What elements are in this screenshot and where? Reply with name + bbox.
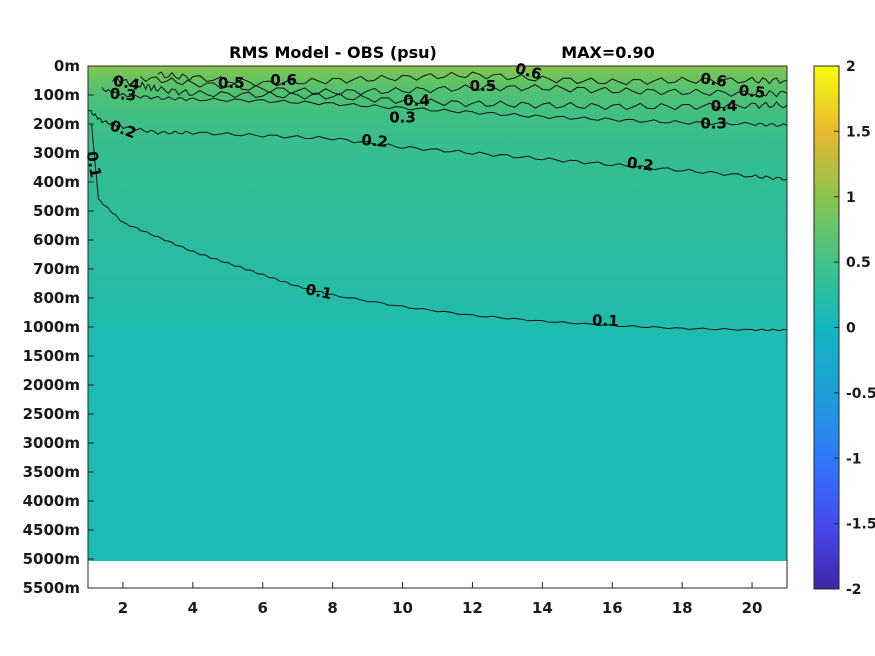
contour-line-0.5	[140, 76, 787, 98]
contour-label: 0.1	[304, 280, 334, 303]
colorbar-tick-label: 0.5	[846, 255, 871, 271]
y-tick-label: 2000m	[23, 376, 80, 394]
colorbar-tick-label: 2	[846, 59, 856, 75]
y-tick-label: 400m	[33, 173, 80, 191]
contour-line-0.4	[112, 76, 787, 111]
contour-line-0.3	[101, 87, 787, 127]
contour-label: 0.1	[83, 150, 105, 179]
y-tick-label: 700m	[33, 260, 80, 278]
contour-label: 0.4	[403, 91, 430, 109]
colorbar-tick-label: 0	[846, 321, 856, 337]
y-tick-label: 3000m	[23, 434, 80, 452]
y-tick-label: 1500m	[23, 347, 80, 365]
colorbar-tick-label: -2	[846, 582, 862, 598]
y-tick-label: 3500m	[23, 463, 80, 481]
x-tick-label: 6	[258, 599, 268, 617]
x-tick-label: 10	[392, 599, 413, 617]
x-tick-label: 20	[742, 599, 763, 617]
contour-lines	[88, 71, 787, 332]
x-tick-label: 12	[462, 599, 483, 617]
colorbar-ticks: 2 1.5 1 0.5 0 -0.5 -1 -1.5 -2	[834, 59, 875, 598]
colorbar-tick-label: -1	[846, 451, 862, 467]
y-tick-label: 800m	[33, 289, 80, 307]
y-tick-label: 4000m	[23, 492, 80, 510]
contour-label: 0.5	[738, 81, 766, 101]
y-tick-label: 5500m	[23, 579, 80, 597]
colorbar-tick-label: -1.5	[846, 517, 875, 533]
contour-label: 0.3	[389, 109, 416, 127]
y-tick-label: 100m	[33, 86, 80, 104]
x-tick-label: 2	[118, 599, 128, 617]
contour-label: 0.4	[112, 72, 141, 94]
x-tick-label: 18	[672, 599, 693, 617]
contour-label: 0.5	[470, 77, 497, 95]
max-value-label: MAX=0.90	[561, 43, 655, 62]
colorbar-tick-label: -0.5	[846, 386, 875, 402]
contour-label: 0.5	[218, 74, 245, 92]
contour-label: 0.4	[711, 97, 738, 115]
contour-label: 0.1	[592, 311, 619, 330]
contour-label: 0.3	[109, 84, 137, 104]
y-tick-label: 300m	[33, 144, 80, 162]
colorbar-tick-label: 1.5	[846, 124, 871, 140]
y-axis: 0m 100m 200m 300m 400m 500m 600m 700m 800m 1000m 1…	[23, 57, 94, 597]
contour-label: 0.3	[700, 115, 727, 133]
salinity-field	[88, 66, 787, 561]
contour-label: 0.6	[270, 71, 297, 89]
contour-label: 0.2	[626, 153, 655, 175]
y-tick-label: 4500m	[23, 521, 80, 539]
chart-title: RMS Model - OBS (psu)	[229, 43, 437, 62]
y-tick-label: 500m	[33, 202, 80, 220]
colorbar-tick-label: 1	[846, 190, 856, 206]
y-tick-label: 5000m	[23, 550, 80, 568]
x-axis: 2 4 6 8 10 12 14 16 18 20	[118, 582, 763, 617]
contour-line-0.6	[157, 71, 787, 87]
y-tick-label: 2500m	[23, 405, 80, 423]
y-tick-label: 200m	[33, 115, 80, 133]
y-tick-label: 1000m	[23, 318, 80, 336]
x-tick-label: 16	[602, 599, 623, 617]
contour-line-0.1	[91, 123, 787, 332]
x-tick-label: 4	[188, 599, 198, 617]
x-tick-label: 14	[532, 599, 553, 617]
y-tick-label: 0m	[54, 57, 80, 75]
y-tick-label: 600m	[33, 231, 80, 249]
x-tick-label: 8	[327, 599, 337, 617]
contour-label: 0.6	[699, 69, 728, 91]
contour-label: 0.2	[361, 131, 389, 151]
contour-line-0.2	[88, 109, 787, 181]
